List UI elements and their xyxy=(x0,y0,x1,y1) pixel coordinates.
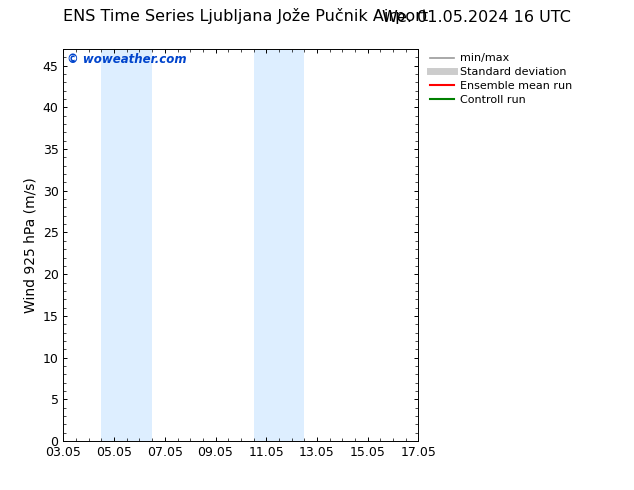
Text: We. 01.05.2024 16 UTC: We. 01.05.2024 16 UTC xyxy=(382,9,571,24)
Bar xyxy=(101,49,152,441)
Bar xyxy=(254,49,304,441)
Text: © woweather.com: © woweather.com xyxy=(67,53,186,66)
Y-axis label: Wind 925 hPa (m/s): Wind 925 hPa (m/s) xyxy=(23,177,37,313)
Text: ENS Time Series Ljubljana Jože Pučnik Airport: ENS Time Series Ljubljana Jože Pučnik Ai… xyxy=(63,8,429,24)
Legend: min/max, Standard deviation, Ensemble mean run, Controll run: min/max, Standard deviation, Ensemble me… xyxy=(425,49,577,110)
